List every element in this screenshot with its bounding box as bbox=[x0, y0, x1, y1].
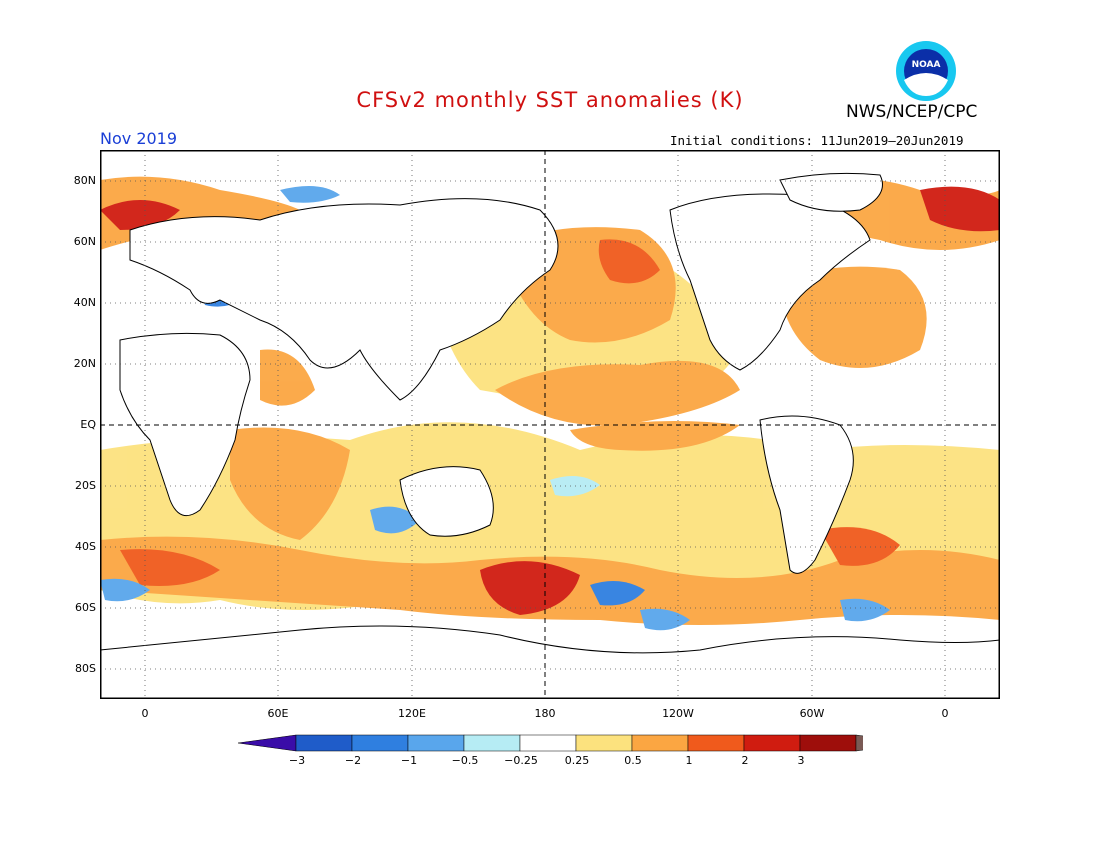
colorbar-swatch bbox=[631, 734, 689, 752]
lon-label-0-east: 0 bbox=[941, 707, 949, 720]
colorbar-label: 0.25 bbox=[564, 754, 590, 767]
colorbar-swatch bbox=[407, 734, 465, 752]
map-frame bbox=[100, 150, 1000, 699]
lat-label-eq: EQ bbox=[80, 418, 96, 431]
lat-label-60s: 60S bbox=[75, 601, 96, 614]
lat-label-60n: 60N bbox=[73, 235, 96, 248]
colorbar-label: 0.5 bbox=[624, 754, 642, 767]
colorbar-label: −0.5 bbox=[451, 754, 479, 767]
colorbar bbox=[238, 734, 863, 752]
valid-month: Nov 2019 bbox=[100, 129, 178, 148]
agency-label: NWS/NCEP/CPC bbox=[846, 102, 978, 122]
colorbar-arrow-high bbox=[855, 734, 863, 752]
colorbar-label: −1 bbox=[400, 754, 418, 767]
colorbar-swatch bbox=[799, 734, 857, 752]
lat-label-20s: 20S bbox=[75, 479, 96, 492]
initial-conditions: Initial conditions: 11Jun2019–20Jun2019 bbox=[670, 133, 964, 148]
lon-label-0: 0 bbox=[141, 707, 149, 720]
map-grid bbox=[100, 150, 1000, 699]
colorbar-swatch bbox=[743, 734, 801, 752]
lon-label-120e: 120E bbox=[398, 707, 426, 720]
lat-label-40n: 40N bbox=[73, 296, 96, 309]
lat-label-20n: 20N bbox=[73, 357, 96, 370]
lon-label-60w: 60W bbox=[799, 707, 825, 720]
colorbar-label: 3 bbox=[797, 754, 805, 767]
colorbar-swatch bbox=[463, 734, 521, 752]
colorbar-swatch bbox=[295, 734, 353, 752]
colorbar-label: 2 bbox=[741, 754, 749, 767]
lat-label-80n: 80N bbox=[73, 174, 96, 187]
colorbar-label: −0.25 bbox=[504, 754, 538, 767]
noaa-logo: NOAA bbox=[896, 41, 956, 101]
colorbar-label: 1 bbox=[685, 754, 693, 767]
colorbar-swatch bbox=[687, 734, 745, 752]
lon-label-120w: 120W bbox=[662, 707, 694, 720]
colorbar-label: −2 bbox=[344, 754, 362, 767]
lat-label-40s: 40S bbox=[75, 540, 96, 553]
noaa-logo-text: NOAA bbox=[912, 60, 941, 70]
lat-label-80s: 80S bbox=[75, 662, 96, 675]
colorbar-swatch bbox=[519, 734, 577, 752]
colorbar-swatch bbox=[351, 734, 409, 752]
chart-title: CFSv2 monthly SST anomalies (K) bbox=[356, 88, 744, 112]
sst-anomaly-map bbox=[100, 150, 1000, 699]
colorbar-swatch bbox=[575, 734, 633, 752]
colorbar-arrow-low bbox=[238, 734, 297, 752]
colorbar-label: −3 bbox=[288, 754, 306, 767]
land-masses bbox=[100, 172, 1000, 699]
lon-label-180: 180 bbox=[534, 707, 556, 720]
lon-label-60e: 60E bbox=[267, 707, 289, 720]
